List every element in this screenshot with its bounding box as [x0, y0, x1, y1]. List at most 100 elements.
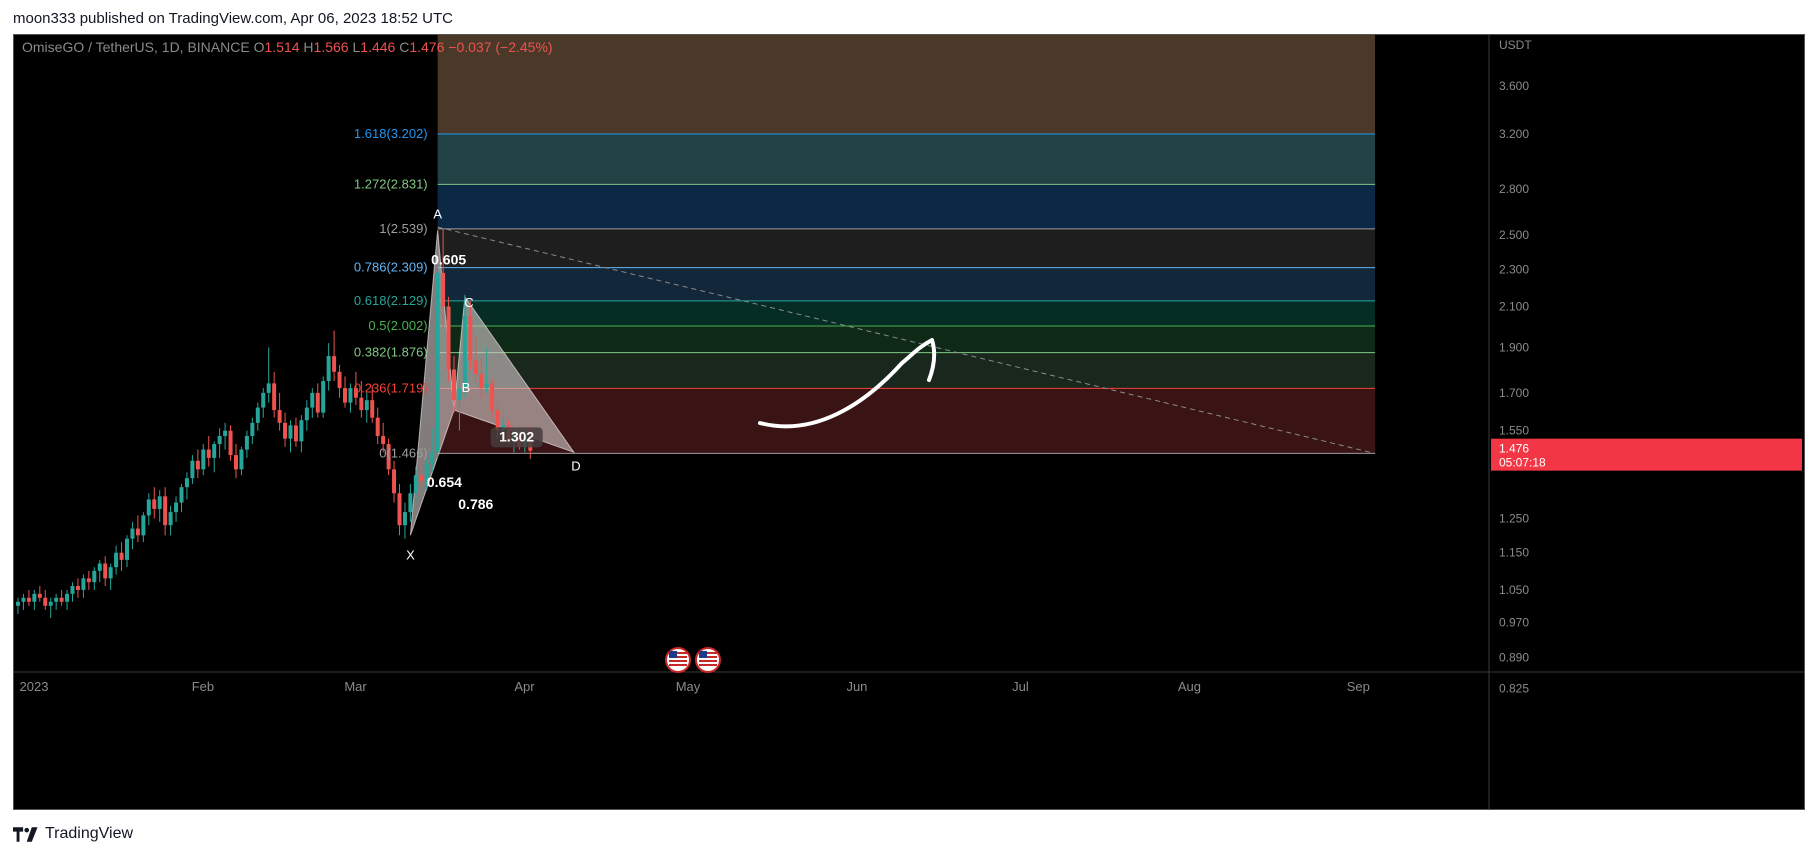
candle-body — [168, 512, 173, 526]
candle-body — [86, 578, 91, 583]
candle-body — [179, 487, 184, 503]
candle-body — [435, 272, 440, 453]
fib-top-band — [437, 35, 1376, 134]
fib-level-label: 0.5(2.002) — [368, 318, 427, 333]
candle-body — [65, 593, 70, 602]
candle-body — [70, 586, 75, 594]
candle-body — [408, 493, 413, 513]
us-flag-event-icon-2[interactable] — [695, 647, 721, 673]
candle-body — [103, 563, 108, 579]
candle-body — [255, 407, 260, 423]
price-axis-tick: 1.900 — [1499, 340, 1529, 354]
pattern-ratio-label: 1.302 — [499, 428, 534, 444]
candle-body — [141, 515, 146, 536]
candle-body — [441, 272, 446, 307]
candle-body — [321, 381, 326, 413]
candle-body — [413, 475, 418, 494]
candle-body — [174, 502, 179, 513]
candle-body — [152, 499, 157, 509]
fib-level-label: 1.272(2.831) — [354, 176, 428, 191]
price-axis-tick: 0.825 — [1499, 682, 1529, 696]
chart-panel[interactable]: 1.618(3.202) 1.272(2.831) 1(2.539) 0.786(2.… — [13, 34, 1805, 810]
price-axis-tick: 0.890 — [1499, 651, 1529, 665]
ratio-box — [490, 427, 543, 448]
published-line: moon333 published on TradingView.com, Ap… — [13, 10, 454, 27]
candle-body — [195, 460, 200, 470]
price-axis-tick: 1.250 — [1499, 512, 1529, 526]
time-axis-tick: Aug — [1178, 679, 1201, 694]
candle-body — [75, 586, 80, 590]
time-axis-tick: Mar — [344, 679, 367, 694]
candle-body — [266, 383, 271, 393]
candle-body — [250, 422, 255, 436]
candle-body — [283, 422, 288, 439]
candle-body — [43, 597, 48, 606]
candle-body — [234, 455, 238, 470]
candle-body — [484, 383, 489, 389]
time-axis-tick: Sep — [1347, 679, 1370, 694]
candle-body — [310, 392, 315, 408]
footer-brand[interactable]: TradingView — [13, 823, 133, 845]
candle-body — [277, 410, 282, 423]
time-axis-tick: Jun — [846, 679, 867, 694]
candle-body — [261, 392, 266, 408]
price-axis-tick: 1.550 — [1499, 424, 1529, 438]
hand-drawn-arrow — [758, 338, 937, 429]
last-price-tag — [1491, 438, 1802, 471]
legend-part: O — [254, 39, 265, 55]
us-flag-event-icon-1[interactable] — [665, 647, 691, 673]
candle-body — [370, 400, 375, 418]
candle-body — [114, 552, 119, 568]
candle-body — [239, 449, 244, 470]
candle-body — [430, 452, 435, 464]
candle-body — [326, 356, 331, 382]
fib-level-label: 0.786(2.309) — [354, 260, 428, 275]
fib-band — [437, 300, 1376, 327]
legend-part: 1.446 — [360, 39, 399, 55]
candle-body — [315, 392, 320, 413]
fib-level-label: 1.618(3.202) — [354, 126, 428, 141]
pattern-ratio-label: 0.786 — [458, 496, 493, 512]
candle-body — [457, 388, 462, 401]
legend-part: 1.476 — [409, 39, 448, 55]
fib-level-label: 1(2.539) — [379, 221, 427, 236]
candle-body — [490, 383, 495, 411]
candle-body — [392, 469, 397, 494]
fib-level-label: 0.382(1.876) — [354, 345, 428, 360]
candle-body — [135, 528, 140, 536]
fib-band — [437, 228, 1376, 268]
candle-body — [359, 397, 364, 411]
legend-part: C — [399, 39, 409, 55]
price-axis-tick: 2.800 — [1499, 182, 1529, 196]
legend-part: 1.566 — [314, 39, 353, 55]
candle-body — [288, 425, 293, 439]
price-axis-tick: 1.150 — [1499, 546, 1529, 560]
fib-band — [437, 133, 1376, 185]
price-axis-tick: 0.970 — [1499, 615, 1529, 629]
candle-body — [16, 601, 20, 606]
pattern-point-label-b: B — [462, 380, 471, 395]
price-axis-tick: 2.500 — [1499, 228, 1529, 242]
candle-body — [337, 371, 342, 389]
pattern-point-label-d: D — [571, 458, 580, 473]
time-axis-tick: 2023 — [20, 679, 49, 694]
price-axis-tick: 2.300 — [1499, 262, 1529, 276]
tradingview-logo-icon — [13, 826, 38, 842]
candle-body — [468, 316, 473, 361]
fib-band — [437, 388, 1376, 454]
candle-body — [217, 435, 222, 445]
candle-body — [446, 306, 451, 370]
candle-body — [299, 420, 304, 442]
candle-body — [37, 593, 42, 598]
time-axis-tick: Feb — [192, 679, 214, 694]
price-axis-background — [1489, 35, 1804, 809]
candle-body — [381, 435, 386, 445]
candle-body — [206, 449, 211, 458]
time-axis-tick: Jul — [1012, 679, 1029, 694]
candle-body — [146, 499, 151, 516]
candle-body — [54, 597, 59, 602]
candle-body — [473, 360, 478, 375]
pattern-point-label-x: X — [406, 547, 415, 562]
price-chart[interactable]: 1.618(3.202) 1.272(2.831) 1(2.539) 0.786(2.… — [14, 35, 1804, 809]
price-axis-tick: 3.600 — [1499, 79, 1529, 93]
